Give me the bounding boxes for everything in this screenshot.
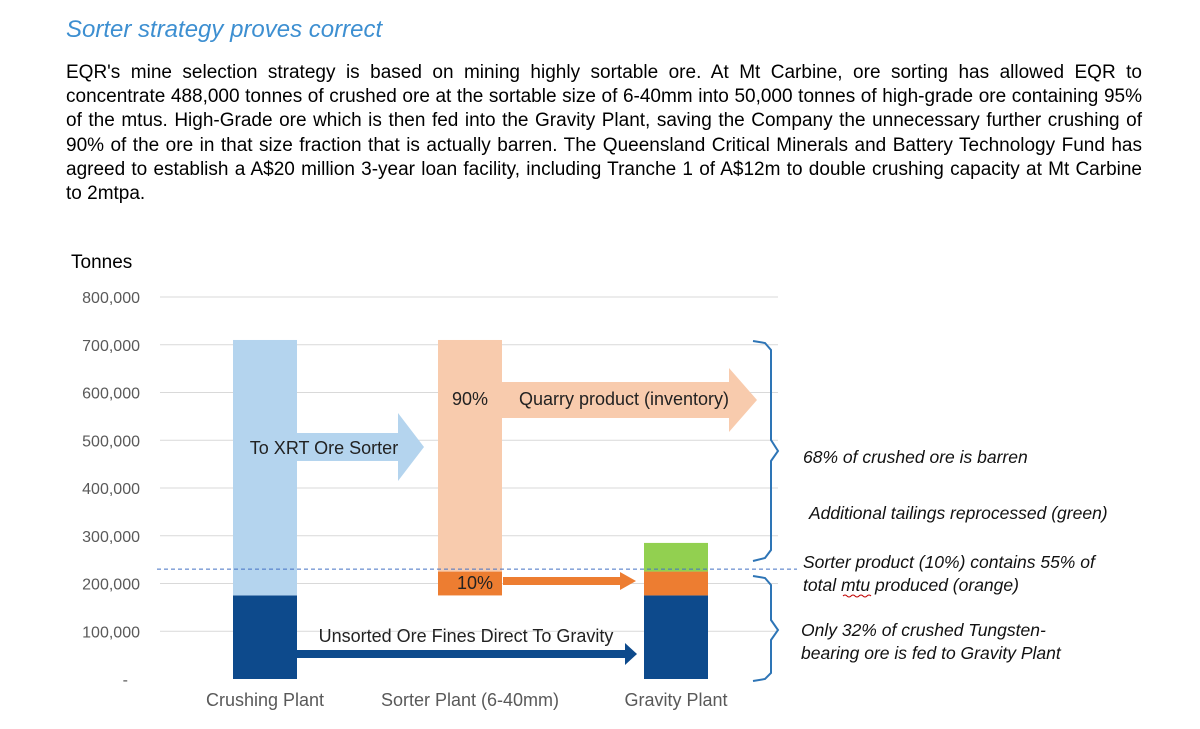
section-heading: Sorter strategy proves correct (66, 16, 383, 43)
bracket-gravity (752, 575, 780, 682)
y-tick-label: 200,000 (82, 577, 140, 594)
to-sorter-label: To XRT Ore Sorter (250, 438, 398, 458)
arrow-quarry (502, 368, 757, 432)
bar-segment (233, 339, 297, 596)
y-tick-label: 300,000 (82, 529, 140, 546)
y-tick-label: 400,000 (82, 481, 140, 498)
y-tick-label: - (123, 672, 128, 689)
bar-segment (233, 595, 297, 679)
arrow-to-sorter (297, 413, 424, 481)
quarry-product-label: Quarry product (inventory) (519, 389, 729, 409)
y-tick-label: 600,000 (82, 386, 140, 403)
y-tick-label: 700,000 (82, 338, 140, 355)
annotation-tailings: Additional tailings reprocessed (green) (808, 503, 1108, 523)
brackets (752, 340, 780, 682)
category-label: Sorter Plant (6-40mm) (381, 690, 559, 710)
bar-segment (644, 571, 708, 596)
arrow-sorter-to-gravity (503, 572, 636, 590)
bar-segment (644, 595, 708, 679)
y-tick-label: 800,000 (82, 290, 140, 307)
annotation-sorter-line1: Sorter product (10%) contains 55% of (803, 552, 1097, 572)
bar-segment (438, 571, 502, 596)
y-axis-label: Tonnes (71, 252, 132, 273)
category-label: Crushing Plant (206, 690, 324, 710)
body-paragraph: EQR's mine selection strategy is based o… (66, 62, 1142, 205)
flow-arrows (297, 368, 757, 665)
bracket-barren (752, 340, 780, 562)
bar-segment (438, 339, 502, 572)
y-tick-label: 500,000 (82, 433, 140, 450)
annotation-only-line1: Only 32% of crushed Tungsten- (801, 620, 1046, 640)
arrow-unsorted-to-gravity (297, 643, 637, 665)
spellcheck-underline (842, 594, 872, 598)
y-tick-label: 100,000 (82, 624, 140, 641)
category-labels: Crushing Plant Sorter Plant (6-40mm) Gravi… (206, 690, 728, 710)
pct-10-label: 10% (457, 573, 493, 593)
category-label: Gravity Plant (624, 690, 727, 710)
bar-segments (233, 339, 708, 679)
pct-90-label: 90% (452, 389, 488, 409)
annotation-sorter-line2: total mtu produced (orange) (803, 575, 1019, 595)
annotation-barren: 68% of crushed ore is barren (803, 447, 1028, 467)
annotation-only-line2: bearing ore is fed to Gravity Plant (801, 643, 1062, 663)
bar-segment (644, 542, 708, 572)
y-tick-labels: - 100,000 200,000 300,000 400,000 500,000 600,… (82, 290, 140, 689)
unsorted-fines-label: Unsorted Ore Fines Direct To Gravity (319, 626, 614, 646)
